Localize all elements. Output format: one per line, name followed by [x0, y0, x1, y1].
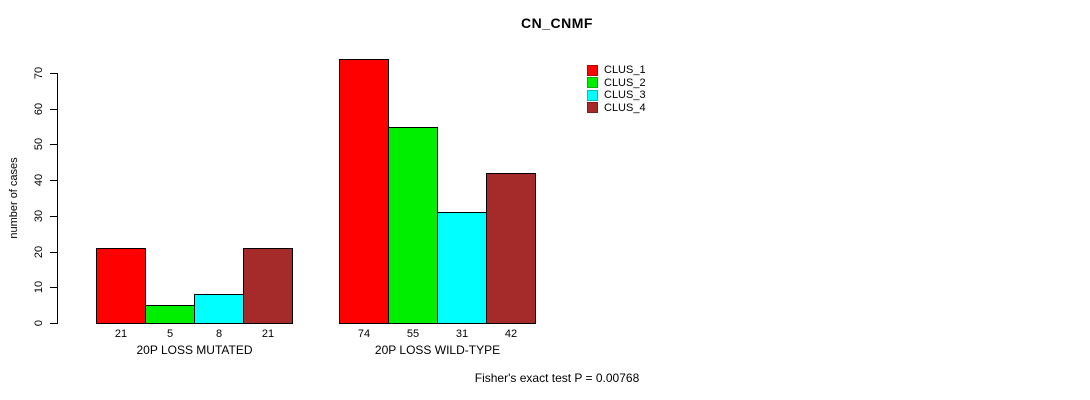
y-tick-label: 10: [33, 281, 45, 294]
y-tick-label: 70: [33, 66, 45, 80]
y-tick-label: 0: [33, 319, 45, 327]
bar-value-label: 8: [215, 328, 223, 340]
y-tick: [50, 215, 57, 217]
y-tick: [50, 108, 57, 110]
legend-item: CLUS_4: [587, 102, 646, 115]
legend-item: CLUS_1: [587, 64, 646, 77]
bar-clus_1-group2: [339, 58, 389, 324]
y-tick: [50, 73, 57, 74]
bar-clus_1-group1: [96, 248, 146, 324]
legend-swatch-clus_2: [587, 77, 598, 89]
bar-value-label: 21: [261, 328, 275, 340]
bar-clus_4-group2: [486, 173, 536, 324]
bar-value-label: 5: [166, 328, 174, 340]
y-axis-label: number of cases: [8, 157, 20, 239]
bar-value-label: 74: [357, 328, 371, 340]
legend-swatch-clus_4: [587, 102, 598, 114]
y-tick-label: 30: [33, 209, 45, 222]
y-axis-line: [57, 73, 58, 324]
bar-clus_4-group1: [243, 248, 293, 324]
legend-item: CLUS_2: [587, 77, 646, 90]
bar-clus_2-group1: [145, 305, 195, 324]
chart-title: CN_CNMF: [521, 15, 593, 31]
y-tick-label: 50: [33, 138, 45, 151]
bar-value-label: 31: [455, 328, 469, 340]
y-tick: [50, 323, 57, 324]
footnote: Fisher's exact test P = 0.00768: [474, 371, 640, 385]
legend-label: CLUS_2: [604, 76, 646, 89]
bar-clus_3-group2: [437, 212, 487, 324]
y-tick: [50, 287, 57, 289]
y-tick-label: 40: [33, 174, 45, 187]
bar-value-label: 55: [406, 328, 420, 340]
legend-item: CLUS_3: [587, 89, 646, 102]
legend-swatch-clus_3: [587, 89, 598, 101]
bar-clus_2-group2: [388, 126, 438, 324]
legend-swatch-clus_1: [587, 64, 598, 76]
y-tick: [50, 251, 57, 253]
legend-label: CLUS_4: [604, 101, 646, 114]
y-tick: [50, 144, 57, 146]
bar-clus_3-group1: [194, 294, 244, 324]
legend: CLUS_1 CLUS_2 CLUS_3 CLUS_4: [587, 64, 646, 114]
y-tick: [50, 180, 57, 182]
bar-value-label: 42: [504, 328, 518, 340]
y-tick-label: 60: [33, 102, 45, 115]
legend-label: CLUS_1: [604, 64, 646, 77]
group-label: 20P LOSS WILD-TYPE: [374, 343, 501, 357]
group-label: 20P LOSS MUTATED: [136, 343, 253, 357]
bar-value-label: 21: [114, 328, 128, 340]
legend-label: CLUS_3: [604, 89, 646, 102]
y-tick-label: 20: [33, 245, 45, 258]
